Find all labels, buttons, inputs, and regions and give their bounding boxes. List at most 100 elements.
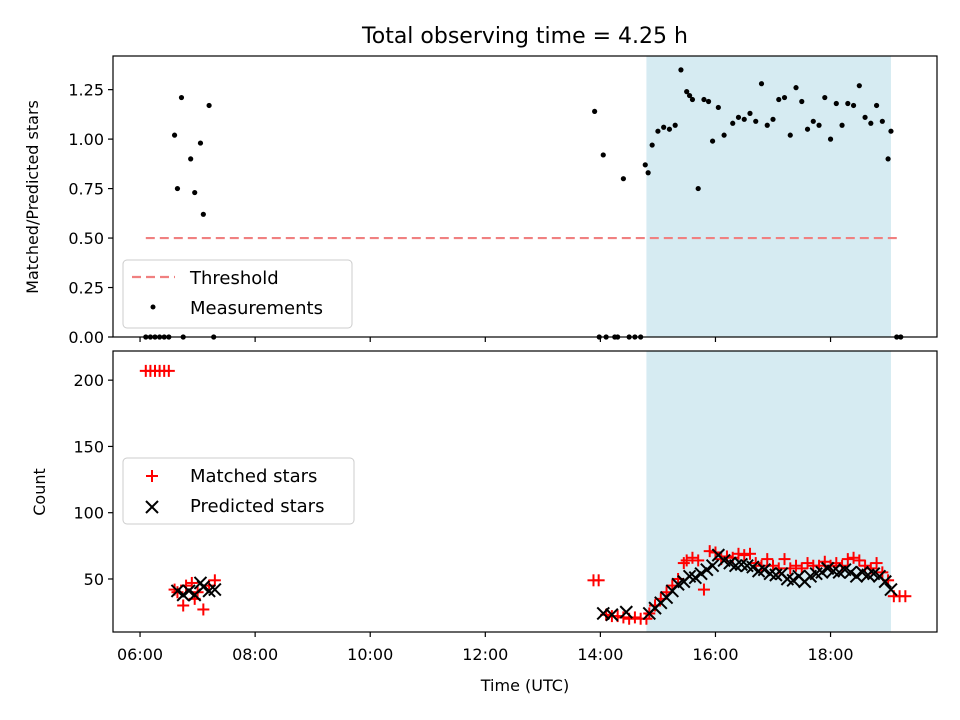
measurement-point — [645, 170, 651, 176]
count-points — [139, 364, 912, 625]
xtick-label: 18:00 — [807, 645, 853, 664]
top-ylabel: Matched/Predicted stars — [23, 100, 42, 294]
measurement-point — [206, 102, 212, 109]
measurement-point — [600, 152, 606, 158]
chart-title: Total observing time = 4.25 h — [361, 24, 688, 49]
matched-star-point — [677, 557, 690, 570]
measurement-point — [850, 102, 857, 109]
measurement-point — [174, 185, 181, 192]
predicted-star-point — [196, 580, 211, 594]
matched-star-point — [208, 574, 221, 587]
measurement-point — [741, 116, 747, 122]
measurement-point — [799, 98, 805, 105]
bottom-ytick-label: 50 — [84, 570, 104, 589]
matched-star-point — [640, 612, 653, 625]
measurement-point — [833, 100, 839, 107]
measurement-point — [678, 67, 684, 73]
xtick-label: 12:00 — [462, 645, 508, 664]
top-axis-ticks: 0.00 0.25 0.50 0.75 1.00 1.25 — [68, 81, 832, 347]
matched-star-point — [853, 554, 866, 567]
measurement-point — [171, 132, 178, 138]
matched-star-point — [738, 549, 751, 562]
measurement-point — [804, 126, 811, 132]
matched-star-point — [847, 551, 860, 564]
bottom-ytick-label: 100 — [73, 504, 104, 523]
measurement-point — [200, 211, 206, 217]
measurement-point — [845, 100, 851, 107]
measurement-point — [197, 140, 204, 146]
measurement-point — [747, 110, 753, 116]
measurement-point — [705, 98, 712, 105]
bottom-ylabel: Count — [30, 468, 49, 516]
xtick-label: 14:00 — [577, 645, 623, 664]
measurement-point — [684, 89, 690, 95]
measurement-point — [735, 114, 742, 120]
measurement-point — [793, 85, 799, 91]
matched-star-point — [197, 603, 210, 616]
predicted-star-point — [705, 559, 720, 573]
top-ytick-label: 0.75 — [68, 180, 104, 199]
measurement-point — [810, 118, 816, 124]
matched-star-point — [680, 554, 693, 567]
predicted-star-point — [182, 584, 196, 598]
measurement-point — [873, 102, 880, 109]
measurement-point — [776, 96, 782, 103]
predicted-star-point — [619, 605, 633, 619]
matched-star-point — [162, 364, 175, 377]
predicted-star-point — [884, 582, 898, 597]
measurement-point — [686, 92, 693, 99]
measurement-point — [822, 94, 828, 101]
legend-matched-swatch — [146, 470, 158, 482]
measurement-point — [689, 96, 696, 103]
legend-matched-label: Matched stars — [190, 466, 317, 487]
top-ytick-label: 0.25 — [68, 279, 104, 298]
measurement-point — [787, 132, 793, 138]
matched-star-point — [617, 611, 630, 624]
bottom-legend: Matched stars Predicted stars — [122, 457, 355, 525]
measurement-point — [188, 156, 194, 162]
xtick-label: 10:00 — [347, 645, 393, 664]
matched-star-point — [841, 553, 854, 566]
bottom-plot-frame — [112, 350, 938, 633]
matched-star-point — [697, 583, 710, 596]
xtick-label: 08:00 — [232, 645, 278, 664]
predicted-star-point — [843, 565, 858, 580]
xtick-label: 06:00 — [117, 645, 163, 664]
measurement-point — [655, 128, 661, 134]
measurement-point — [856, 83, 862, 89]
measurement-point — [868, 120, 874, 126]
predicted-star-point — [849, 569, 864, 584]
observing-window-top — [646, 56, 891, 337]
measurement-point — [839, 122, 845, 128]
measurement-point — [879, 118, 885, 124]
top-ytick-label: 1.00 — [68, 130, 104, 149]
measurement-point — [642, 162, 648, 168]
matched-star-point — [870, 557, 883, 570]
matched-star-point — [899, 590, 912, 603]
matched-star-point — [177, 599, 190, 612]
predicted-star-point — [688, 570, 703, 585]
matched-star-point — [778, 553, 791, 566]
bottom-axis-ticks: 50 100 150 200 06:00 08:00 10:00 12:00 14:00 16:0… — [73, 371, 853, 664]
bottom-ytick-label: 150 — [73, 437, 104, 456]
top-ytick-label: 0.50 — [68, 229, 104, 248]
measurement-point — [620, 176, 626, 182]
measurement-point — [770, 116, 776, 122]
measurement-point — [721, 132, 727, 138]
predicted-star-point — [176, 588, 190, 602]
matched-star-point — [732, 547, 745, 560]
measurement-point — [672, 122, 678, 128]
measurement-point — [178, 94, 185, 101]
measurement-point — [781, 94, 788, 101]
matched-star-point — [743, 547, 756, 560]
measurement-point — [827, 136, 834, 142]
legend-predicted-swatch — [145, 500, 159, 514]
matched-star-point — [761, 553, 774, 566]
measurement-point — [661, 124, 667, 130]
measurement-point — [666, 126, 673, 132]
matched-star-point — [801, 557, 814, 570]
xtick-label: 16:00 — [692, 645, 738, 664]
bottom-ytick-label: 200 — [73, 371, 104, 390]
measurement-point — [758, 81, 765, 87]
